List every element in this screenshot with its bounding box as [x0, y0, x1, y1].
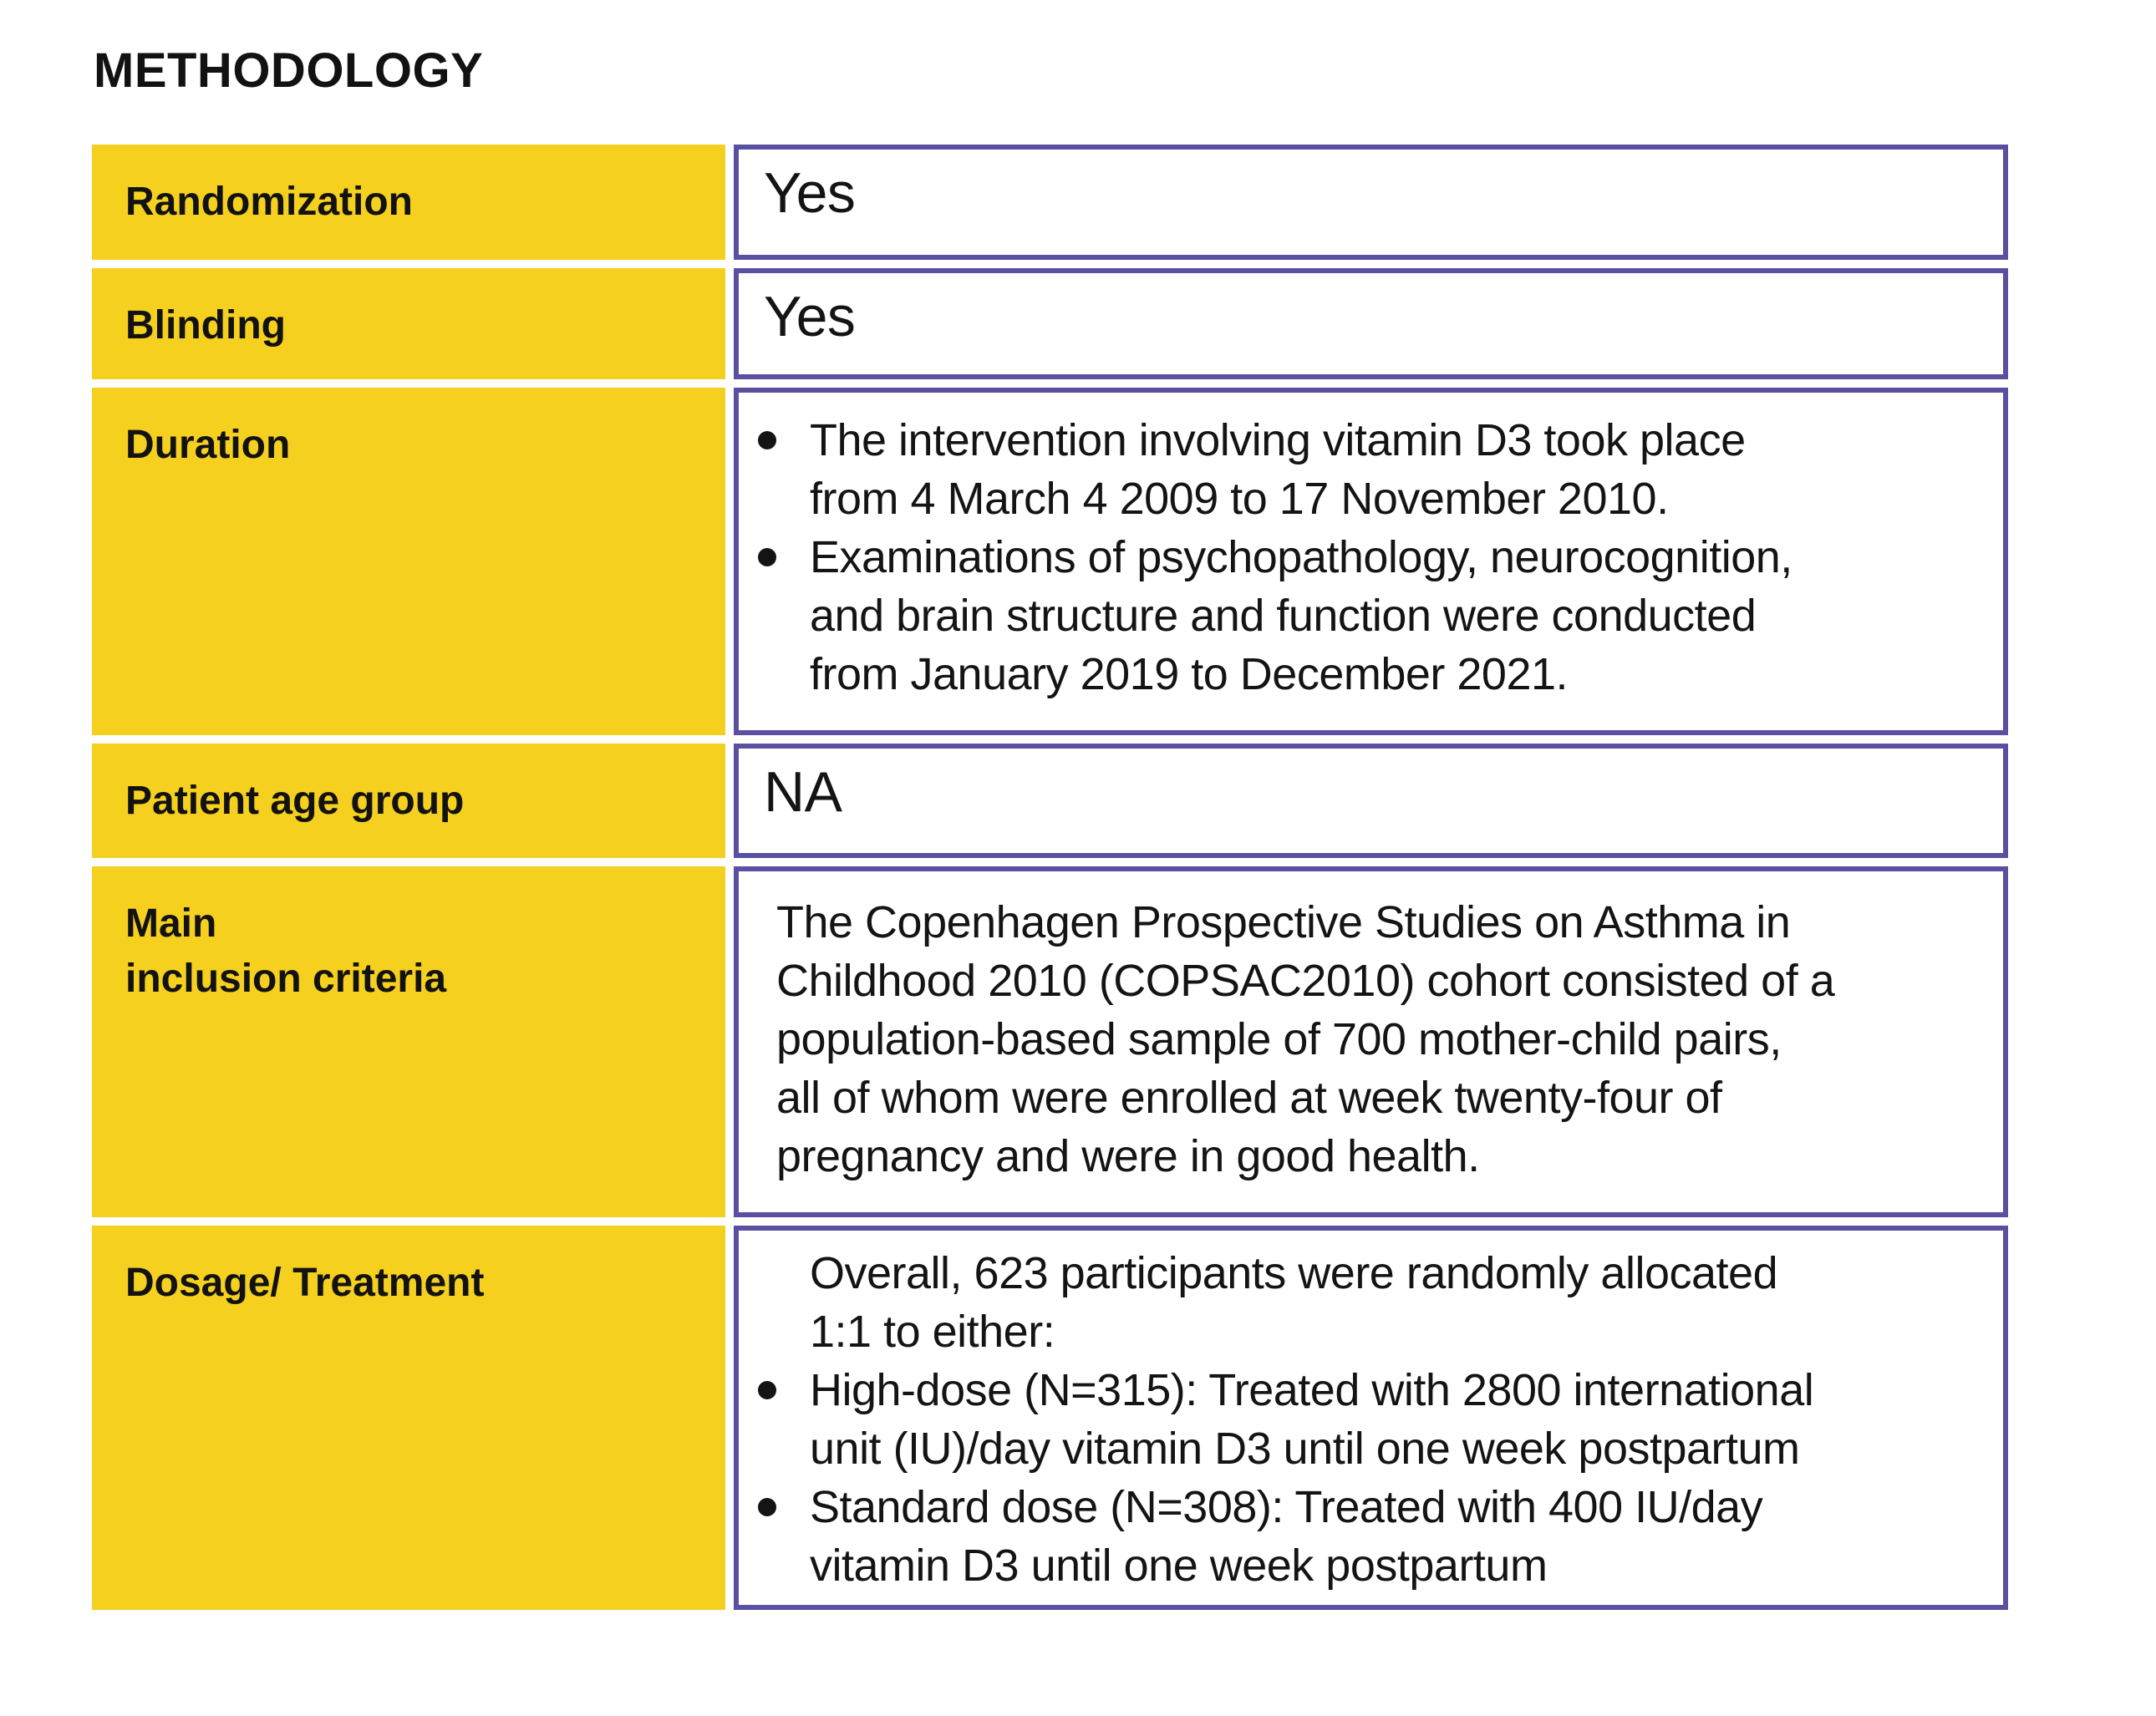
bullet-icon	[757, 1478, 810, 1536]
duration-bullet-1: The intervention involving vitamin D3 to…	[810, 414, 1746, 524]
table-row-dosage-treatment: Dosage/ Treatment Overall, 623 participa…	[92, 1225, 2008, 1610]
dosage-bullet-2: Standard dose (N=308): Treated with 400 …	[810, 1481, 1763, 1591]
table-row-patient-age-group: Patient age group NA	[92, 743, 2008, 858]
bullet-icon	[757, 1361, 810, 1419]
dosage-bullet-1: High-dose (N=315): Treated with 2800 int…	[810, 1364, 1814, 1474]
label-cell-blinding: Blinding	[92, 267, 725, 379]
duration-bullet-list: The intervention involving vitamin D3 to…	[739, 393, 2003, 713]
label-cell-dosage-treatment: Dosage/ Treatment	[92, 1225, 725, 1610]
label-cell-patient-age-group: Patient age group	[92, 743, 725, 858]
value-cell-duration: The intervention involving vitamin D3 to…	[734, 387, 2008, 735]
table-row-randomization: Randomization Yes	[92, 144, 2008, 260]
dosage-intro: Overall, 623 participants were randomly …	[810, 1247, 1778, 1357]
page-title: METHODOLOGY	[94, 43, 484, 98]
label-cell-duration: Duration	[92, 387, 725, 735]
table-row-duration: Duration The intervention involving vita…	[92, 387, 2008, 735]
label-cell-randomization: Randomization	[92, 144, 725, 260]
duration-bullet-2: Examinations of psychopathology, neuroco…	[810, 531, 1792, 699]
table-row-blinding: Blinding Yes	[92, 267, 2008, 379]
value-cell-patient-age-group: NA	[734, 743, 2008, 858]
list-item: The intervention involving vitamin D3 to…	[757, 411, 1990, 528]
bullet-icon	[757, 528, 810, 586]
value-cell-blinding: Yes	[734, 267, 2008, 379]
list-item: Standard dose (N=308): Treated with 400 …	[757, 1478, 1990, 1595]
value-cell-main-inclusion-criteria: The Copenhagen Prospective Studies on As…	[734, 866, 2008, 1217]
bullet-icon	[757, 411, 810, 470]
methodology-table: Randomization Yes Blinding Yes Duration …	[92, 144, 2008, 1610]
table-row-main-inclusion-criteria: Main inclusion criteria The Copenhagen P…	[92, 866, 2008, 1217]
value-cell-randomization: Yes	[734, 144, 2008, 260]
dosage-content: Overall, 623 participants were randomly …	[739, 1231, 2003, 1605]
label-cell-main-inclusion-criteria: Main inclusion criteria	[92, 866, 725, 1217]
value-cell-dosage-treatment: Overall, 623 participants were randomly …	[734, 1225, 2008, 1610]
list-item: High-dose (N=315): Treated with 2800 int…	[757, 1361, 1990, 1478]
list-item: Examinations of psychopathology, neuroco…	[757, 528, 1990, 703]
